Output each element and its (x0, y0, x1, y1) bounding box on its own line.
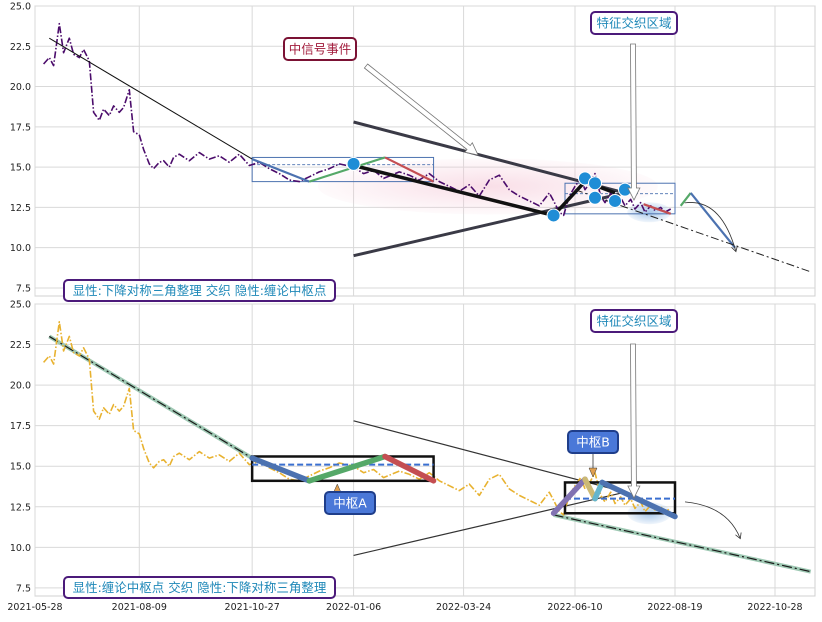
x-tick-label: 2021-05-28 (7, 602, 62, 613)
stroke-segment (550, 476, 588, 517)
x-tick-label: 2021-08-09 (112, 602, 167, 613)
signal-marker (608, 193, 622, 208)
y-tick-label: 20.0 (10, 381, 31, 392)
y-tick-label: 22.5 (10, 42, 31, 53)
pivot-box (250, 455, 435, 483)
curved-arrow (684, 501, 740, 538)
trend-segment (353, 163, 554, 218)
stroke-segment (384, 156, 435, 183)
stroke-segment (308, 156, 386, 183)
y-tick-label: 25.0 (10, 300, 31, 311)
x-tick-label: 2022-10-28 (747, 602, 802, 613)
y-tick-label: 7.5 (16, 583, 31, 594)
stroke-segment (679, 192, 692, 207)
trend-segment (49, 37, 253, 160)
status-annotation-box (63, 279, 336, 302)
y-tick-label: 10.0 (10, 243, 31, 254)
panel-bottom: 7.5 10.0 12.5 15.0 17.5 20.0 22.5 25.0 2021-05-2… (7, 300, 816, 613)
plot-frame (34, 303, 816, 597)
feature-arrow (627, 343, 641, 499)
feature-arrow (627, 43, 641, 201)
signal-marker (588, 190, 602, 205)
projection-line (574, 189, 811, 273)
stroke-segment (592, 479, 605, 502)
triangle-boundary-line (353, 491, 626, 557)
stroke-segment (306, 453, 388, 484)
signal-annotation-box (283, 37, 357, 61)
feature-annotation: 特征交织区域 (596, 16, 671, 31)
signal-arrow (363, 63, 479, 156)
signal-marker (346, 156, 361, 171)
signal-annotation: 中信号事件 (289, 42, 352, 57)
x-tick-label: 2022-08-19 (647, 602, 702, 613)
pivot-b-pointer (588, 467, 598, 478)
trend-segment (552, 180, 587, 217)
stroke-segment (251, 158, 310, 183)
y-tick-label: 17.5 (10, 421, 31, 432)
x-tick-label: 2022-06-10 (547, 602, 602, 613)
y-tick-label: 7.5 (16, 283, 31, 294)
signal-marker (546, 208, 561, 223)
stroke-segment (582, 476, 598, 502)
status-annotation: 显性:下降对称三角整理 交织 隐性:缠论中枢点 (73, 283, 327, 298)
signal-glow (317, 158, 658, 215)
stroke-segment (599, 479, 678, 520)
feature-annotation-box (590, 309, 678, 333)
y-tick-label: 15.0 (10, 163, 31, 174)
status-annotation-box (63, 576, 336, 599)
y-tick-label: 12.5 (10, 203, 31, 214)
y-tick-label: 17.5 (10, 122, 31, 133)
y-tick-label: 22.5 (10, 340, 31, 351)
y-tick-label: 25.0 (10, 2, 31, 13)
pivot-a-label-box (324, 491, 376, 515)
trend-segment (553, 514, 811, 573)
stroke-segment (382, 453, 437, 484)
y-tick-label: 15.0 (10, 462, 31, 473)
pivot-box (251, 156, 435, 183)
y-tick-label: 20.0 (10, 82, 31, 93)
pivot-b-label-box (567, 430, 619, 454)
trend-segment (48, 335, 253, 459)
curved-arrow (684, 202, 736, 250)
stroke-segment (689, 192, 736, 249)
y-tick-label: 12.5 (10, 502, 31, 513)
stroke-segment (643, 203, 672, 215)
panel-top: 7.5 10.0 12.5 15.0 17.5 20.0 22.5 25.0 中信号事件 特征交织… (10, 2, 816, 302)
plot-frame (34, 5, 816, 297)
status-annotation: 显性:缠论中枢点 交织 隐性:下降对称三角整理 (73, 580, 327, 595)
pivot-a-label: 中枢A (333, 496, 367, 511)
stroke-segment (249, 455, 313, 484)
feature-annotation-box (590, 11, 678, 35)
x-tick-label: 2022-03-24 (436, 602, 491, 613)
y-tick-label: 10.0 (10, 543, 31, 554)
feature-annotation: 特征交织区域 (596, 314, 671, 329)
x-tick-label: 2022-01-06 (326, 602, 381, 613)
x-tick-label: 2021-10-27 (225, 602, 280, 613)
triangle-boundary-line (353, 191, 626, 258)
pivot-b-label: 中枢B (576, 435, 610, 450)
pivot-box (564, 182, 676, 215)
signal-marker (588, 176, 602, 191)
